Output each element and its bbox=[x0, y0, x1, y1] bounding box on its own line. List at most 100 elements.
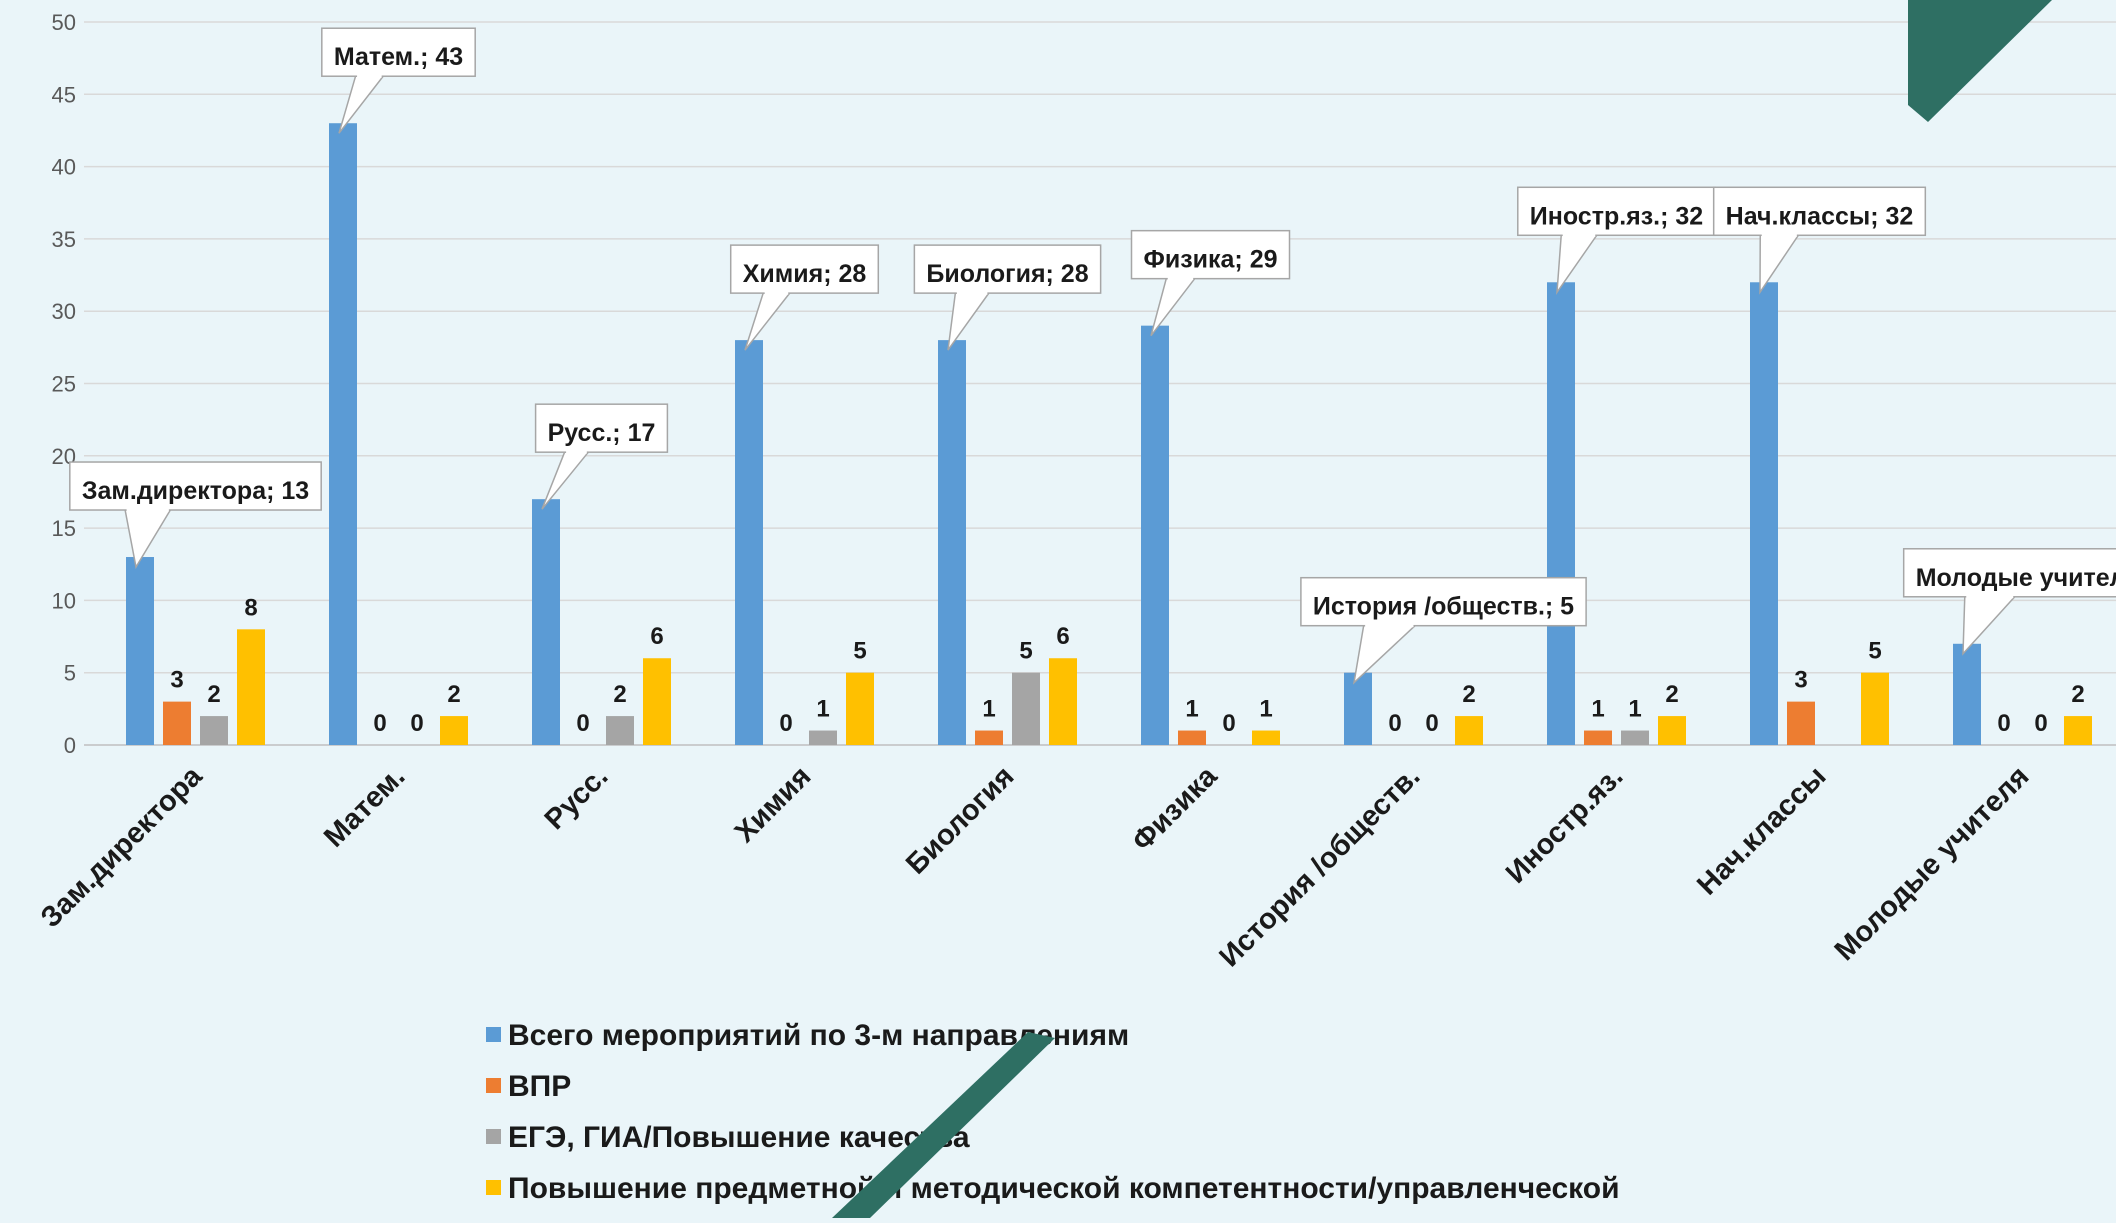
data-label: 2 bbox=[1665, 681, 1678, 708]
callout-pointer bbox=[947, 292, 991, 351]
x-tick-label: Химия bbox=[729, 760, 818, 849]
bar bbox=[1344, 672, 1372, 745]
data-label: 1 bbox=[1591, 696, 1604, 723]
y-tick-label: 35 bbox=[52, 227, 76, 252]
data-label: 2 bbox=[1462, 681, 1475, 708]
bar bbox=[606, 716, 634, 745]
y-tick-label: 30 bbox=[52, 299, 76, 324]
callout-label: Физика; 29 bbox=[1144, 246, 1278, 274]
bar bbox=[1455, 716, 1483, 745]
bar bbox=[532, 499, 560, 745]
legend-swatch bbox=[486, 1180, 501, 1195]
data-label: 2 bbox=[613, 681, 626, 708]
y-tick-label: 0 bbox=[64, 733, 76, 758]
x-tick-label: Русс. bbox=[539, 760, 615, 836]
data-label: 6 bbox=[1056, 623, 1069, 650]
y-tick-label: 10 bbox=[52, 588, 76, 613]
bar bbox=[846, 672, 874, 745]
bar bbox=[1861, 672, 1889, 745]
callout-pointer bbox=[1352, 624, 1417, 685]
data-label: 0 bbox=[410, 710, 423, 737]
x-tick-label: Зам.директора bbox=[35, 760, 209, 934]
bar bbox=[735, 340, 763, 745]
callout-box bbox=[321, 27, 476, 77]
data-label: 5 bbox=[853, 638, 866, 665]
callout-box bbox=[1902, 548, 2116, 598]
legend-swatch bbox=[486, 1078, 501, 1093]
bar bbox=[1178, 730, 1206, 745]
callout-pointer bbox=[1759, 234, 1800, 295]
x-tick-label: Матем. bbox=[318, 760, 411, 853]
callout-pointer bbox=[744, 292, 792, 351]
x-axis: Зам.директора Матем. Русс. Химия Биология Физ… bbox=[35, 760, 2036, 974]
x-tick-label: Иностр.яз. bbox=[1500, 760, 1630, 890]
callout-box bbox=[69, 461, 322, 511]
bar bbox=[1049, 658, 1077, 745]
bars-layer bbox=[126, 123, 2092, 746]
data-label: 0 bbox=[373, 710, 386, 737]
callout-box bbox=[729, 244, 880, 294]
data-label: 2 bbox=[2071, 681, 2084, 708]
bar bbox=[1658, 716, 1686, 745]
data-label: 1 bbox=[1185, 696, 1198, 723]
y-tick-label: 40 bbox=[52, 155, 76, 180]
bar bbox=[329, 123, 357, 746]
callout-label: История /обществ.; 5 bbox=[1313, 593, 1574, 621]
data-label: 0 bbox=[2034, 710, 2047, 737]
callout-pointer bbox=[338, 75, 385, 134]
legend: Всего мероприятий по 3-м направлениямВПР… bbox=[486, 1019, 1620, 1205]
bar bbox=[1012, 672, 1040, 745]
data-label: 0 bbox=[576, 710, 589, 737]
bar bbox=[809, 730, 837, 745]
callout-label: Зам.директора; 13 bbox=[82, 477, 309, 505]
x-tick-label: История /обществ. bbox=[1214, 760, 1427, 973]
bar bbox=[440, 716, 468, 745]
data-label: 0 bbox=[1388, 710, 1401, 737]
callout-label: Нач.классы; 32 bbox=[1726, 202, 1914, 230]
callout-box bbox=[1712, 186, 1927, 237]
x-tick-label: Биология bbox=[900, 760, 1020, 880]
callout-label: Биология; 28 bbox=[926, 260, 1088, 288]
bar bbox=[938, 340, 966, 745]
bar bbox=[126, 557, 154, 745]
callout-pointer bbox=[1556, 234, 1599, 295]
data-label: 0 bbox=[1997, 710, 2010, 737]
callout-label: Химия; 28 bbox=[743, 260, 867, 288]
bar bbox=[1953, 643, 1981, 745]
x-tick-label: Физика bbox=[1126, 760, 1224, 858]
callout-box bbox=[534, 403, 669, 453]
data-label: 1 bbox=[1259, 696, 1272, 723]
bar bbox=[200, 716, 228, 745]
callout-pointer bbox=[1962, 596, 2017, 656]
bar bbox=[1141, 325, 1169, 745]
data-label: 1 bbox=[982, 696, 995, 723]
y-tick-label: 15 bbox=[52, 516, 76, 541]
callout-label: Матем.; 43 bbox=[334, 43, 463, 71]
data-label: 8 bbox=[244, 594, 257, 621]
legend-swatch bbox=[486, 1027, 501, 1042]
bar bbox=[1787, 701, 1815, 745]
decor-stripe bbox=[1908, 0, 2052, 122]
data-label: 5 bbox=[1019, 638, 1032, 665]
data-label: 2 bbox=[207, 681, 220, 708]
x-tick-label: Молодые учителя bbox=[1829, 760, 2036, 967]
data-label: 3 bbox=[170, 667, 183, 694]
decor-layer bbox=[832, 0, 2052, 1218]
callout-pointer bbox=[541, 451, 590, 510]
bar bbox=[1621, 730, 1649, 745]
data-label: 2 bbox=[447, 681, 460, 708]
bar bbox=[163, 701, 191, 745]
x-tick-label: Нач.классы bbox=[1691, 760, 1832, 901]
callout-box bbox=[1130, 229, 1291, 280]
grid-layer bbox=[84, 21, 2116, 746]
decor-stripe bbox=[832, 1032, 1055, 1218]
bar bbox=[1252, 730, 1280, 745]
bar bbox=[1547, 282, 1575, 745]
data-label: 6 bbox=[650, 623, 663, 650]
legend-label: ВПР bbox=[508, 1070, 571, 1103]
legend-label: ЕГЭ, ГИА/Повышение качества bbox=[508, 1121, 970, 1154]
y-tick-label: 25 bbox=[52, 372, 76, 397]
